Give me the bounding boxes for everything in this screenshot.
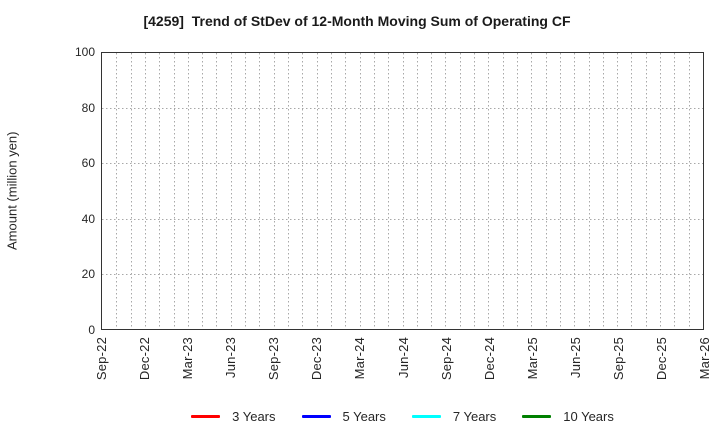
legend-line-10-years-icon <box>522 414 552 418</box>
legend-label-5-years: 5 Years <box>342 408 386 424</box>
x-tick-label: Dec-25 <box>653 337 669 381</box>
y-axis-label: Amount (million yen) <box>4 131 20 251</box>
y-tick-label: 40 <box>81 211 95 226</box>
x-tick-label: Jun-24 <box>395 337 411 378</box>
x-tick-label: Mar-23 <box>180 337 196 380</box>
legend-line-5-years-icon <box>301 414 331 418</box>
grid-lines <box>102 53 703 329</box>
x-tick-label: Sep-25 <box>610 337 626 381</box>
x-tick-label: Mar-25 <box>524 337 540 380</box>
legend-item-3-years: 3 Years <box>191 408 276 424</box>
legend: 3 Years 5 Years 7 Years 10 Years <box>101 407 704 425</box>
x-tick-label: Dec-22 <box>137 337 153 381</box>
legend-label-3-years: 3 Years <box>232 408 276 424</box>
x-tick-label: Sep-24 <box>438 337 454 381</box>
chart-title: [4259] Trend of StDev of 12-Month Moving… <box>143 13 571 29</box>
x-tick-label: Dec-23 <box>309 337 325 381</box>
legend-label-7-years: 7 Years <box>452 408 497 424</box>
plot-area <box>101 52 704 330</box>
y-tick-label: 80 <box>81 100 95 115</box>
x-tick-label: Sep-22 <box>94 337 109 381</box>
x-tick-label: Mar-24 <box>352 337 368 380</box>
legend-label-10-years: 10 Years <box>563 408 614 424</box>
y-tick-label: 20 <box>81 267 95 282</box>
y-tick-label: 60 <box>81 156 95 171</box>
legend-item-10-years: 10 Years <box>522 409 614 424</box>
legend-item-7-years: 7 Years <box>411 408 497 424</box>
x-tick-label: Sep-23 <box>266 337 282 381</box>
y-tick-label: 0 <box>88 323 95 337</box>
x-tick-label: Dec-24 <box>481 337 497 381</box>
legend-item-5-years: 5 Years <box>301 408 386 424</box>
legend-line-7-years-icon <box>411 414 441 418</box>
x-tick-label: Jun-23 <box>223 337 239 378</box>
legend-line-3-years-icon <box>191 414 221 418</box>
x-tick-label: Mar-26 <box>697 337 712 380</box>
x-tick-label: Jun-25 <box>567 337 583 378</box>
y-tick-label: 100 <box>74 45 95 59</box>
